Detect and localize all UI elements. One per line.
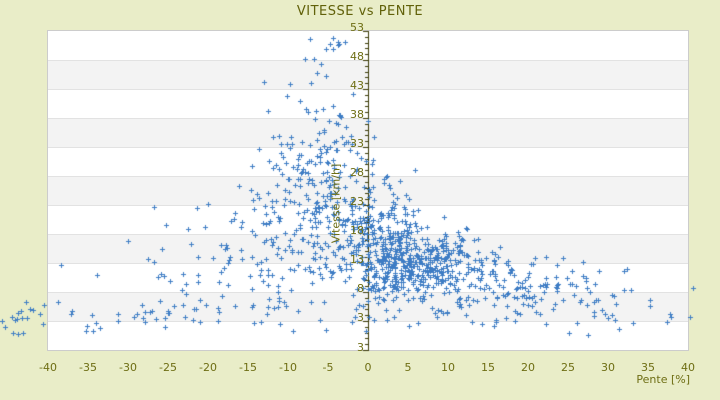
y-tick-label: 8 — [357, 282, 364, 295]
x-tick-label: -40 — [39, 361, 57, 374]
grid-band — [48, 118, 688, 147]
y-tick-label: 48 — [350, 50, 364, 63]
x-tick-label: -25 — [159, 361, 177, 374]
plot-area — [47, 30, 689, 351]
x-tick-label: -5 — [322, 361, 334, 374]
x-tick-label: 15 — [481, 361, 495, 374]
x-tick-label: -20 — [199, 361, 217, 374]
grid-band — [48, 205, 688, 234]
x-tick-label: 0 — [364, 361, 372, 374]
x-tick-label: 5 — [404, 361, 412, 374]
y-axis-min-label: 3 — [357, 341, 364, 354]
grid-band — [48, 31, 688, 60]
y-axis-title: Vitesse [km/h] — [329, 163, 343, 244]
x-axis-title: Pente [%] — [636, 373, 690, 386]
x-tick-label: -35 — [79, 361, 97, 374]
grid-band — [48, 147, 688, 176]
y-tick-label: 13 — [350, 253, 364, 266]
y-tick-label: 33 — [350, 137, 364, 150]
grid-band — [48, 292, 688, 321]
y-tick-label: 43 — [350, 79, 364, 92]
x-tick-label: 30 — [601, 361, 615, 374]
grid-band — [48, 176, 688, 205]
y-tick-label: 18 — [350, 224, 364, 237]
y-tick-label: 28 — [350, 166, 364, 179]
grid-band — [48, 89, 688, 118]
x-tick-label: 25 — [561, 361, 575, 374]
x-tick-label: 40 — [681, 361, 695, 374]
grid-band — [48, 321, 688, 350]
grid-band — [48, 60, 688, 89]
y-tick-label: 38 — [350, 108, 364, 121]
y-tick-label: 23 — [350, 195, 364, 208]
x-tick-label: -15 — [239, 361, 257, 374]
grid-band — [48, 263, 688, 292]
grid-band — [48, 234, 688, 263]
y-tick-label: 53 — [350, 21, 364, 34]
chart-title: VITESSE vs PENTE — [296, 4, 424, 19]
x-tick-label: -30 — [119, 361, 137, 374]
x-tick-label: -10 — [279, 361, 297, 374]
y-tick-label: 3 — [357, 311, 364, 324]
x-tick-label: 35 — [641, 361, 655, 374]
x-tick-label: 20 — [521, 361, 535, 374]
x-tick-label: 10 — [441, 361, 455, 374]
